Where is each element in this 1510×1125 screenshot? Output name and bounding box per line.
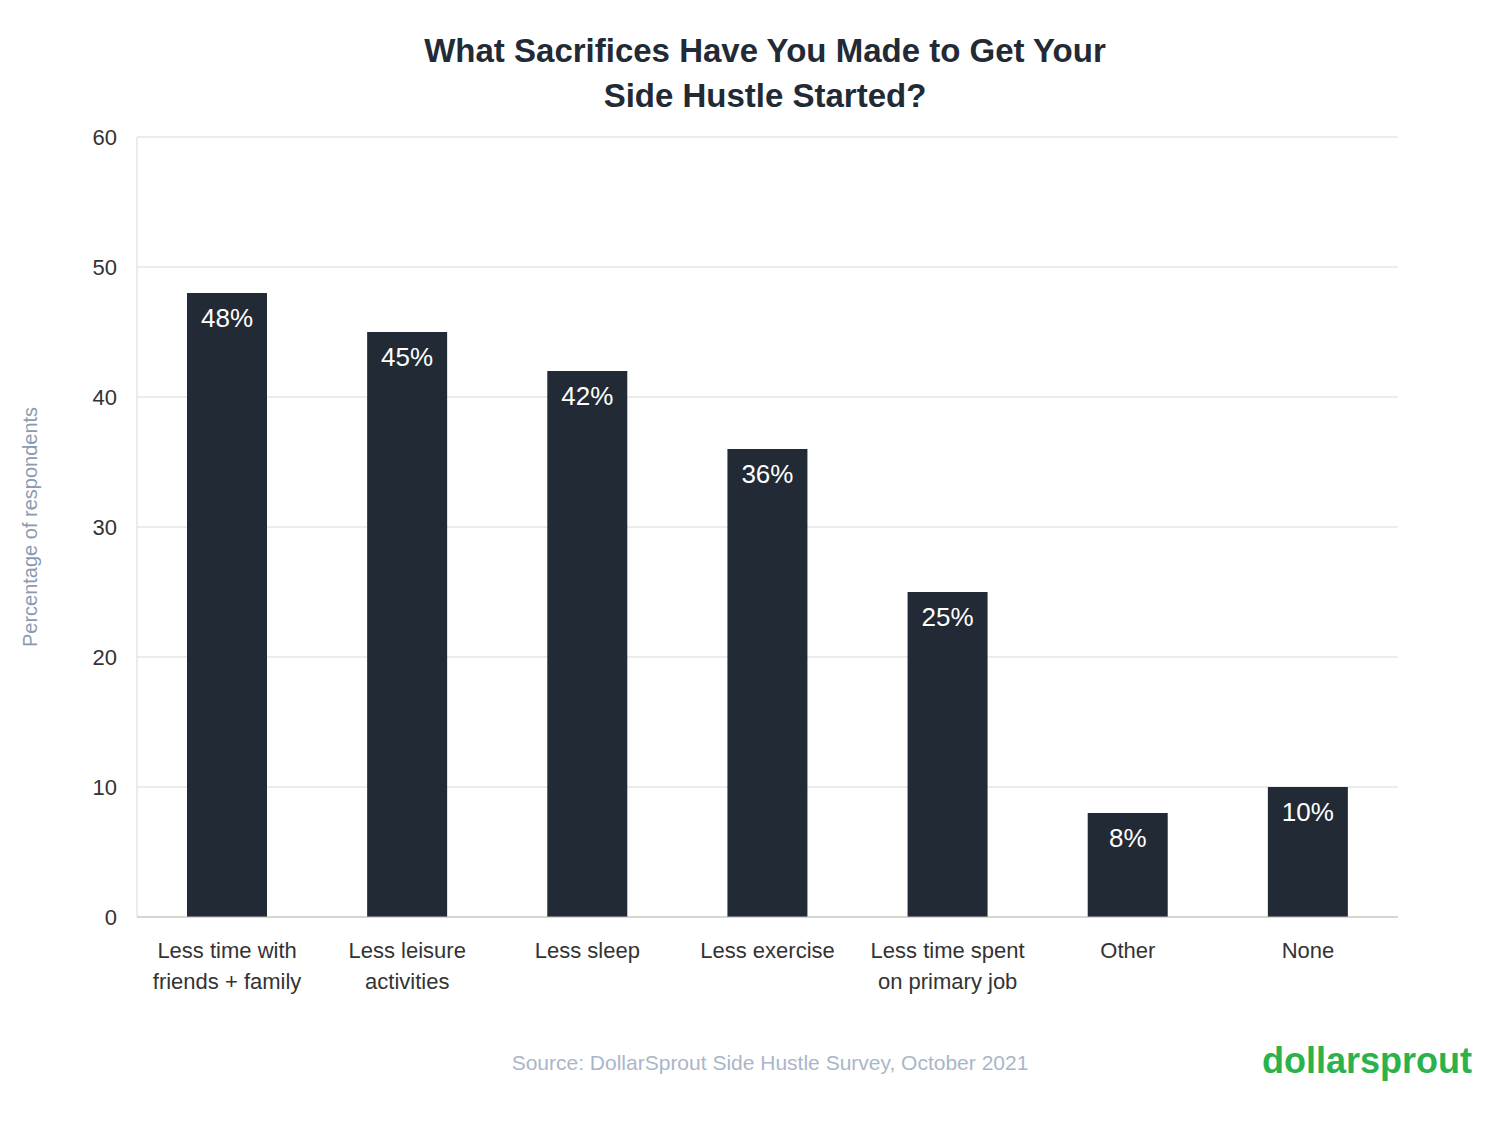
svg-text:30: 30 xyxy=(93,515,117,540)
svg-text:25%: 25% xyxy=(922,602,974,632)
svg-text:60: 60 xyxy=(93,125,117,150)
svg-text:0: 0 xyxy=(105,905,117,930)
svg-text:10: 10 xyxy=(93,775,117,800)
svg-text:42%: 42% xyxy=(561,381,613,411)
html-text:dollarsprout: dollarsprout xyxy=(1262,1040,1472,1081)
svg-text:8%: 8% xyxy=(1109,823,1147,853)
svg-text:Less exercise: Less exercise xyxy=(700,938,835,963)
svg-text:Percentage of respondents: Percentage of respondents xyxy=(19,407,41,647)
svg-text:Less leisureactivities: Less leisureactivities xyxy=(349,938,466,994)
svg-text:48%: 48% xyxy=(201,303,253,333)
html-text:What Sacrifices Have You Made: What Sacrifices Have You Made to Get You… xyxy=(424,32,1106,69)
svg-text:10%: 10% xyxy=(1282,797,1334,827)
svg-text:Less time withfriends + family: Less time withfriends + family xyxy=(153,938,302,994)
svg-text:36%: 36% xyxy=(741,459,793,489)
html-text:Side Hustle Started?: Side Hustle Started? xyxy=(603,77,927,114)
svg-text:Other: Other xyxy=(1100,938,1155,963)
svg-text:40: 40 xyxy=(93,385,117,410)
svg-text:50: 50 xyxy=(93,255,117,280)
html-text:Source: DollarSprout Side Hust: Source: DollarSprout Side Hustle Survey,… xyxy=(511,1051,1029,1074)
svg-text:45%: 45% xyxy=(381,342,433,372)
svg-text:Less time spenton primary job: Less time spenton primary job xyxy=(871,938,1025,994)
svg-text:Less sleep: Less sleep xyxy=(535,938,640,963)
svg-text:20: 20 xyxy=(93,645,117,670)
svg-text:None: None xyxy=(1282,938,1335,963)
